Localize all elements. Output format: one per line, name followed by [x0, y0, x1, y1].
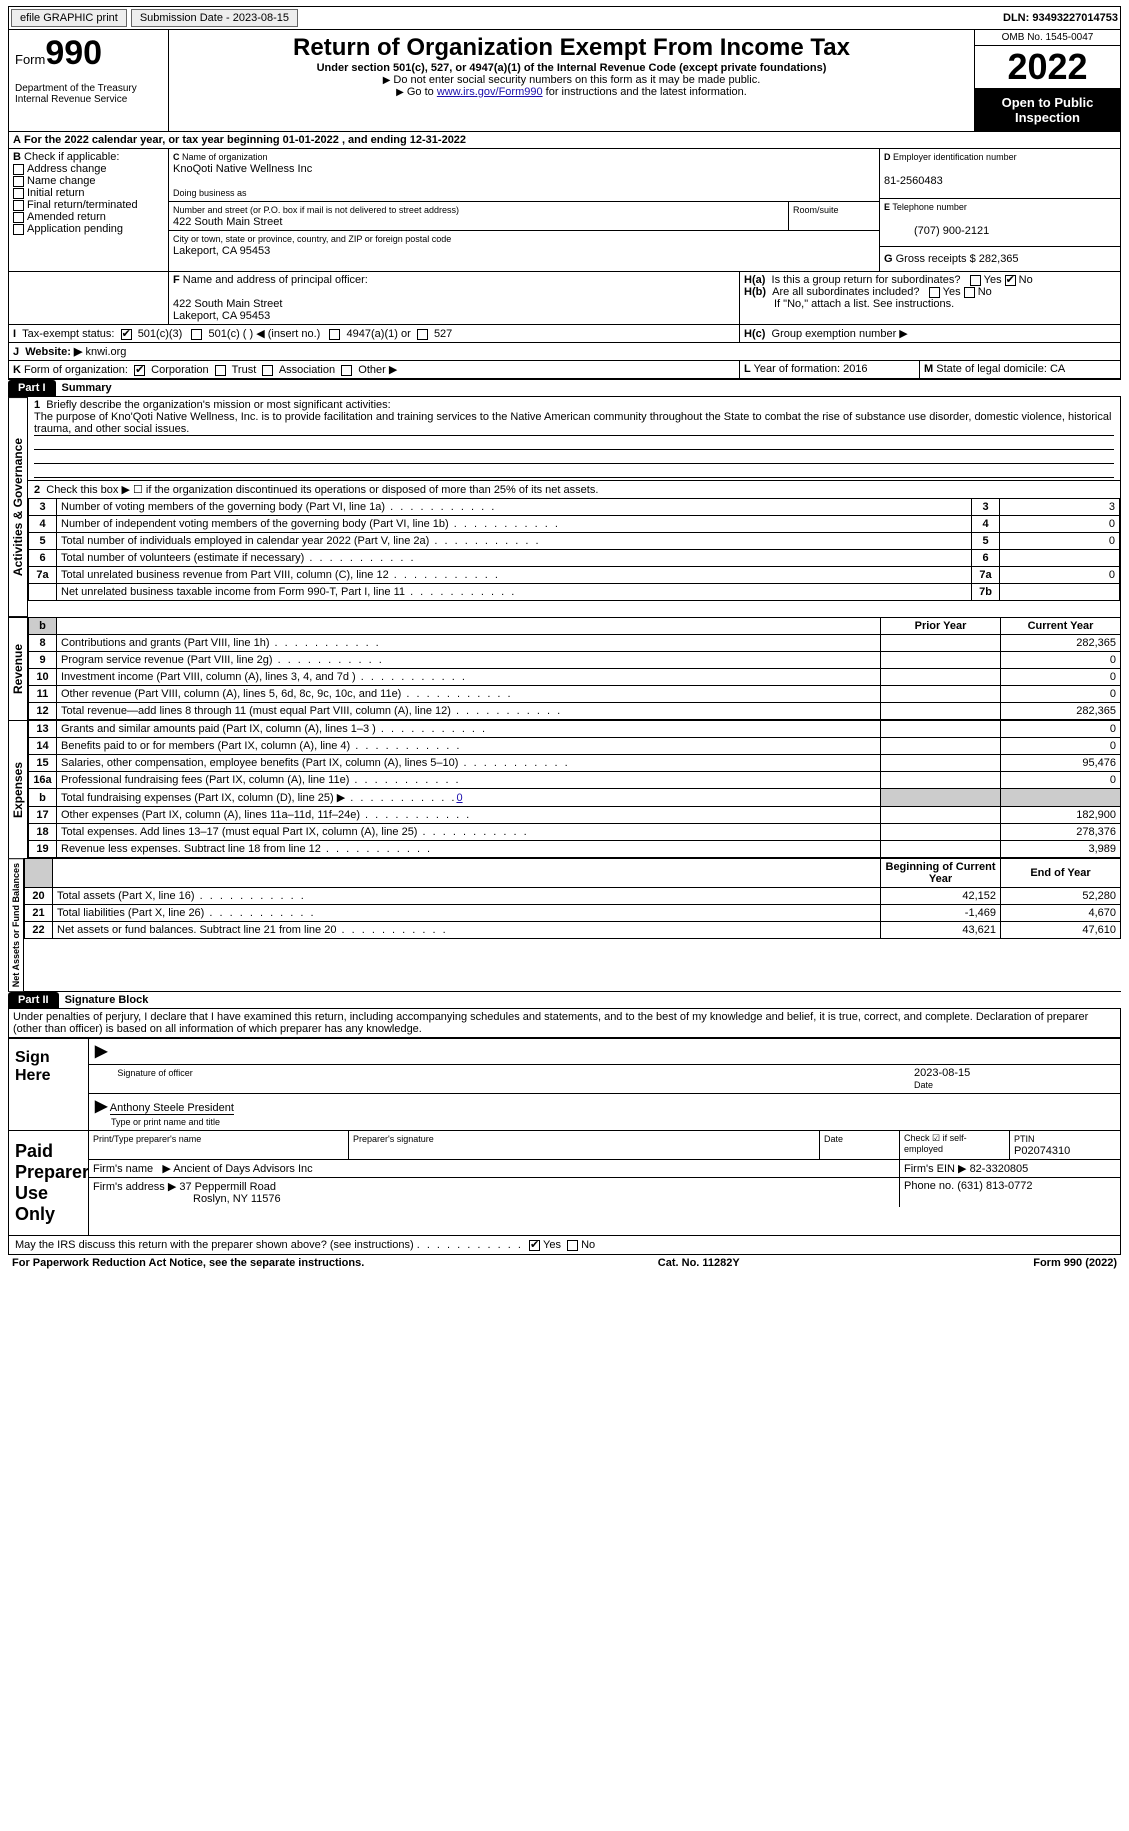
ein: 81-2560483 — [884, 175, 943, 187]
table-row: 22Net assets or fund balances. Subtract … — [25, 922, 1121, 939]
cb-discuss-no[interactable] — [567, 1240, 578, 1251]
form-title: Return of Organization Exempt From Incom… — [177, 34, 966, 62]
form-number: 990 — [45, 34, 102, 72]
cb-4947[interactable] — [329, 329, 340, 340]
cb-discuss-yes[interactable] — [529, 1240, 540, 1251]
form-footer: Form 990 (2022) — [1033, 1257, 1117, 1269]
website: knwi.org — [85, 346, 126, 358]
part2-header: Part II — [8, 992, 59, 1008]
cb-trust[interactable] — [215, 365, 226, 376]
firm-addr2: Roslyn, NY 11576 — [93, 1193, 281, 1205]
officer-name: Anthony Steele President — [110, 1102, 234, 1115]
sidelabel-expenses: Expenses — [8, 720, 28, 858]
table-row: 18Total expenses. Add lines 13–17 (must … — [29, 824, 1121, 841]
sidelabel-governance: Activities & Governance — [8, 397, 28, 617]
table-row: 19Revenue less expenses. Subtract line 1… — [29, 841, 1121, 858]
dept-label: Department of the Treasury Internal Reve… — [15, 83, 162, 105]
cb-final-return[interactable] — [13, 200, 24, 211]
state-domicile: CA — [1050, 363, 1065, 375]
mission-text: The purpose of Kno'Qoti Native Wellness,… — [34, 411, 1114, 436]
sig-date: 2023-08-15 — [914, 1067, 970, 1079]
org-city: Lakeport, CA 95453 — [173, 245, 270, 257]
cat-no: Cat. No. 11282Y — [658, 1257, 740, 1269]
submission-date-button[interactable]: Submission Date - 2023-08-15 — [131, 9, 298, 27]
omb-number: OMB No. 1545-0047 — [975, 30, 1120, 46]
ptin: P02074310 — [1014, 1145, 1070, 1157]
gross-receipts: 282,365 — [979, 253, 1019, 265]
irs-link[interactable]: www.irs.gov/Form990 — [437, 86, 543, 98]
efile-print-button[interactable]: efile GRAPHIC print — [11, 9, 127, 27]
table-row: 12Total revenue—add lines 8 through 11 (… — [29, 703, 1121, 720]
table-row: 14Benefits paid to or for members (Part … — [29, 738, 1121, 755]
year-formation: 2016 — [843, 363, 867, 375]
sign-here-label: Sign Here — [9, 1039, 89, 1130]
table-row: bTotal fundraising expenses (Part IX, co… — [29, 789, 1121, 807]
sidelabel-netassets: Net Assets or Fund Balances — [8, 858, 24, 991]
table-row: 16aProfessional fundraising fees (Part I… — [29, 772, 1121, 789]
dln-label: DLN: 93493227014753 — [1003, 12, 1118, 24]
cb-assoc[interactable] — [262, 365, 273, 376]
line2: Check this box ▶ ☐ if the organization d… — [46, 484, 598, 496]
part1-header: Part I — [8, 380, 56, 396]
org-address: 422 South Main Street — [173, 216, 282, 228]
part2-title: Signature Block — [59, 992, 155, 1008]
firm-addr1: 37 Peppermill Road — [179, 1181, 276, 1193]
officer-addr2: Lakeport, CA 95453 — [173, 310, 270, 322]
form-subtitle: Under section 501(c), 527, or 4947(a)(1)… — [177, 62, 966, 74]
table-row: 8Contributions and grants (Part VIII, li… — [29, 635, 1121, 652]
phone: (707) 900-2121 — [884, 225, 989, 237]
cb-address-change[interactable] — [13, 164, 24, 175]
table-row: Net unrelated business taxable income fr… — [29, 584, 1120, 601]
cb-501c[interactable] — [191, 329, 202, 340]
cb-corp[interactable] — [134, 365, 145, 376]
table-row: 20Total assets (Part X, line 16)42,15252… — [25, 888, 1121, 905]
table-row: 10Investment income (Part VIII, column (… — [29, 669, 1121, 686]
table-row: 7aTotal unrelated business revenue from … — [29, 567, 1120, 584]
table-row: 9Program service revenue (Part VIII, lin… — [29, 652, 1121, 669]
table-row: 11Other revenue (Part VIII, column (A), … — [29, 686, 1121, 703]
instr-goto-pre: Go to — [407, 86, 437, 98]
cb-amended[interactable] — [13, 212, 24, 223]
line-a: A For the 2022 calendar year, or tax yea… — [9, 132, 1120, 149]
tax-year: 2022 — [975, 46, 1120, 89]
cb-501c3[interactable] — [121, 329, 132, 340]
part1-title: Summary — [56, 380, 118, 396]
firm-name: Ancient of Days Advisors Inc — [173, 1163, 312, 1175]
form-label: Form — [15, 52, 45, 67]
instr-ssn: Do not enter social security numbers on … — [177, 74, 966, 86]
cb-initial-return[interactable] — [13, 188, 24, 199]
cb-other[interactable] — [341, 365, 352, 376]
firm-phone: (631) 813-0772 — [957, 1180, 1032, 1192]
cb-ha-no[interactable] — [1005, 275, 1016, 286]
table-row: 15Salaries, other compensation, employee… — [29, 755, 1121, 772]
officer-addr1: 422 South Main Street — [173, 298, 282, 310]
cb-527[interactable] — [417, 329, 428, 340]
firm-ein: 82-3320805 — [970, 1163, 1029, 1175]
cb-ha-yes[interactable] — [970, 275, 981, 286]
cb-hb-no[interactable] — [964, 287, 975, 298]
cb-hb-yes[interactable] — [929, 287, 940, 298]
table-row: 6Total number of volunteers (estimate if… — [29, 550, 1120, 567]
cb-name-change[interactable] — [13, 176, 24, 187]
b-label: Check if applicable: — [24, 151, 119, 163]
table-row: 17Other expenses (Part IX, column (A), l… — [29, 807, 1121, 824]
paid-preparer-label: Paid Preparer Use Only — [9, 1131, 89, 1235]
cb-app-pending[interactable] — [13, 224, 24, 235]
pra-notice: For Paperwork Reduction Act Notice, see … — [12, 1257, 364, 1269]
form-header: Form990 Department of the Treasury Inter… — [8, 30, 1121, 132]
table-row: 5Total number of individuals employed in… — [29, 533, 1120, 550]
sidelabel-revenue: Revenue — [8, 617, 28, 720]
table-row: 4Number of independent voting members of… — [29, 516, 1120, 533]
topbar: efile GRAPHIC print Submission Date - 20… — [8, 6, 1121, 30]
org-name: KnoQoti Native Wellness Inc — [173, 163, 312, 175]
penalties-text: Under penalties of perjury, I declare th… — [8, 1009, 1121, 1038]
table-row: 21Total liabilities (Part X, line 26)-1,… — [25, 905, 1121, 922]
table-row: 13Grants and similar amounts paid (Part … — [29, 721, 1121, 738]
instr-goto-post: for instructions and the latest informat… — [543, 86, 747, 98]
open-inspection: Open to Public Inspection — [975, 89, 1120, 131]
table-row: 3Number of voting members of the governi… — [29, 499, 1120, 516]
